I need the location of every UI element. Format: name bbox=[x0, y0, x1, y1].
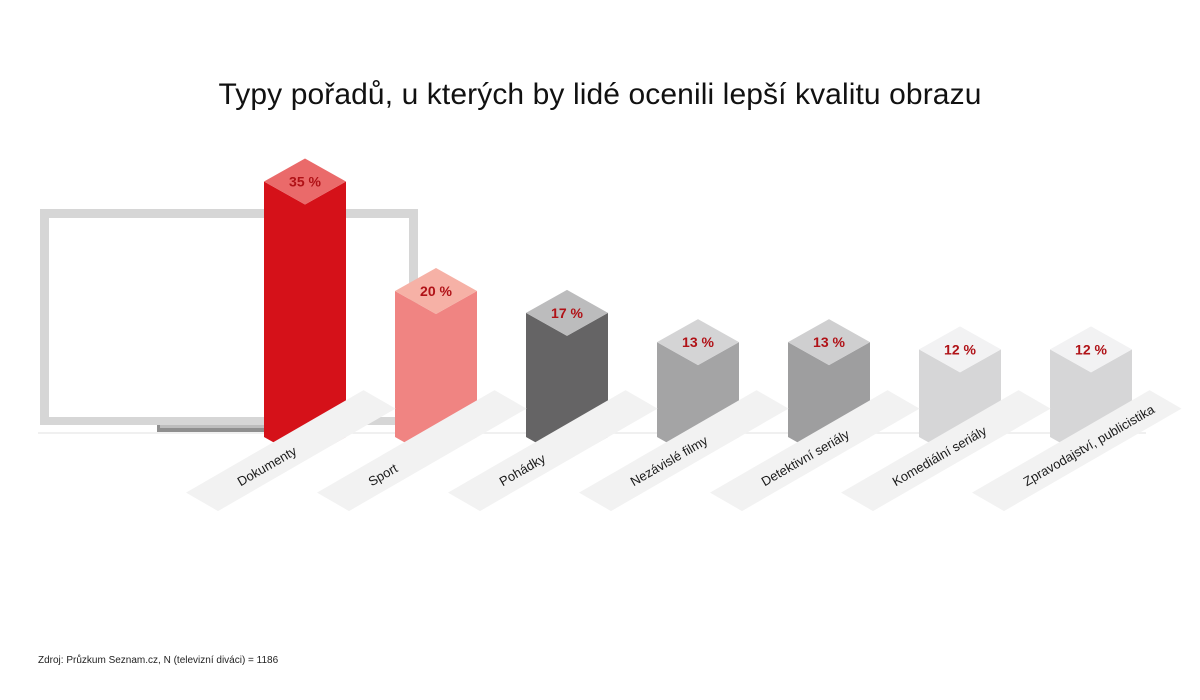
bar-value-label: 12 % bbox=[1075, 341, 1107, 357]
category-label-plate bbox=[317, 390, 527, 512]
bar-top bbox=[919, 326, 1001, 373]
tv-illustration bbox=[38, 209, 1146, 434]
bar: 35 % bbox=[264, 158, 346, 460]
bar-value-label: 12 % bbox=[944, 341, 976, 357]
bar: 17 % bbox=[526, 289, 608, 460]
category-label-plate bbox=[579, 390, 789, 512]
bar-top bbox=[657, 319, 739, 366]
chart-title: Typy pořadů, u kterých by lidé ocenili l… bbox=[218, 78, 982, 111]
category-label-plate bbox=[841, 390, 1051, 512]
category-label-plate bbox=[186, 390, 396, 512]
category-label-plate bbox=[710, 390, 920, 512]
bar-value-label: 20 % bbox=[420, 283, 452, 299]
category-label-plate bbox=[448, 390, 658, 512]
bar-value-label: 17 % bbox=[551, 305, 583, 321]
bar-top bbox=[526, 289, 608, 336]
category-label-plate bbox=[972, 390, 1182, 512]
bar-value-label: 35 % bbox=[289, 174, 321, 190]
bar-top bbox=[264, 158, 346, 205]
bars-layer: 35 % 20 % 17 % 13 % 13 % 12 % 12 % bbox=[264, 158, 1132, 460]
tv-screen bbox=[49, 218, 409, 417]
bar-top bbox=[1050, 326, 1132, 373]
bar-body bbox=[264, 181, 346, 460]
tv-stand bbox=[157, 425, 287, 432]
source-note: Zdroj: Průzkum Seznam.cz, N (televizní d… bbox=[38, 655, 279, 666]
bar-value-label: 13 % bbox=[682, 334, 714, 350]
bar-top bbox=[788, 319, 870, 366]
tv-stand-highlight bbox=[160, 425, 284, 428]
bar-top bbox=[395, 268, 477, 314]
category-label-group: Sport bbox=[317, 390, 527, 512]
bar-value-label: 13 % bbox=[813, 334, 845, 350]
